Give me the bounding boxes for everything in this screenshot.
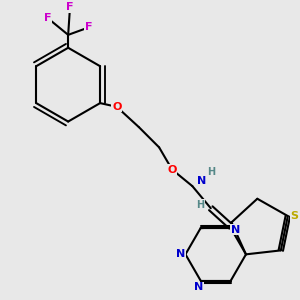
Text: O: O xyxy=(112,102,122,112)
Text: O: O xyxy=(167,164,177,175)
Text: N: N xyxy=(197,176,206,186)
Text: N: N xyxy=(231,225,240,235)
Text: N: N xyxy=(194,282,203,292)
Text: F: F xyxy=(44,13,52,23)
Text: H: H xyxy=(196,200,205,209)
Text: S: S xyxy=(290,211,298,221)
Text: H: H xyxy=(208,167,216,177)
Text: F: F xyxy=(85,22,92,32)
Text: N: N xyxy=(176,249,186,259)
Text: F: F xyxy=(66,2,74,12)
